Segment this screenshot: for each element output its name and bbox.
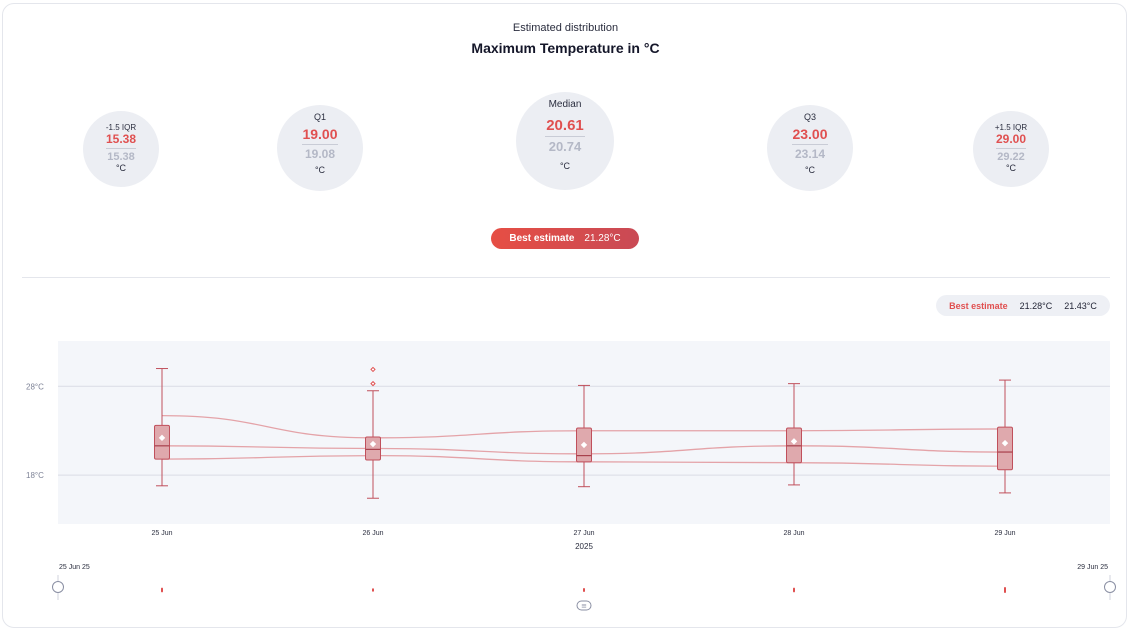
legend-value-b: 21.43°C (1064, 300, 1097, 311)
mean-marker (1001, 439, 1009, 447)
stat-secondary-value: 19.08 (304, 147, 336, 161)
stat-divider (545, 136, 585, 137)
x-tick-label: 25 Jun (151, 530, 172, 537)
stat-secondary-value: 29.22 (997, 151, 1025, 163)
stat-unit: °C (559, 161, 571, 171)
stat-secondary-value: 15.38 (107, 151, 135, 163)
x-tick-label: 27 Jun (573, 530, 594, 537)
outlier-point (370, 380, 376, 387)
stat-primary-value: 15.38 (105, 132, 137, 146)
mean-marker (580, 441, 588, 449)
box-iqr[interactable] (154, 424, 170, 460)
range-start-label: 25 Jun 25 (59, 564, 90, 571)
stat-label: +1.5 IQR (994, 123, 1028, 132)
range-day-mark (793, 587, 795, 593)
range-day-mark (161, 587, 163, 593)
y-tick-label: 28°C (26, 382, 44, 391)
stat-q3: Q3 23.00 23.14 °C (767, 105, 853, 191)
best-estimate-badge: Best estimate 21.28°C (491, 228, 639, 249)
x-tick-label: 29 Jun (994, 530, 1015, 537)
stat-divider (996, 148, 1026, 149)
stat-primary-value: 29.00 (995, 132, 1027, 146)
stat-label: Q1 (313, 112, 326, 122)
stat-median: Median 20.61 20.74 °C (516, 92, 614, 190)
stat-unit: °C (804, 165, 816, 175)
stat-primary-value: 20.61 (546, 117, 584, 134)
range-day-mark (583, 588, 585, 592)
x-tick-label: 28 Jun (783, 530, 804, 537)
best-estimate-value: 21.28°C (584, 233, 621, 244)
stat-lower-whisker: -1.5 IQR 15.38 15.38 °C (83, 111, 159, 187)
stat-unit: °C (314, 165, 326, 175)
stat-primary-value: 19.00 (302, 126, 338, 142)
chart-title: Maximum Temperature in °C (471, 40, 660, 56)
y-tick-label: 18°C (26, 471, 44, 480)
stat-label: -1.5 IQR (105, 123, 137, 132)
legend-value-a: 21.28°C (1019, 300, 1053, 311)
stat-label: Median (548, 99, 582, 110)
drag-handle-icon: ≡ (581, 602, 587, 610)
stat-q1: Q1 19.00 19.08 °C (277, 105, 363, 191)
stat-label: Q3 (803, 112, 816, 122)
mean-marker (158, 434, 166, 442)
section-divider (22, 277, 1110, 278)
x-axis-title: 2025 (575, 542, 593, 551)
stat-secondary-value: 23.14 (794, 147, 826, 161)
range-start-handle[interactable] (52, 581, 64, 593)
stat-unit: °C (1005, 163, 1017, 173)
stat-divider (792, 144, 828, 145)
x-tick-label: 26 Jun (362, 530, 383, 537)
chart-subtitle: Estimated distribution (512, 22, 619, 34)
legend-label: Best estimate (949, 300, 1008, 311)
mean-marker (369, 440, 377, 448)
stat-primary-value: 23.00 (792, 126, 828, 142)
stat-secondary-value: 20.74 (548, 139, 582, 154)
outlier-point (370, 366, 376, 373)
best-estimate-label: Best estimate (509, 233, 575, 244)
stat-divider (106, 148, 136, 149)
stat-upper-whisker: +1.5 IQR 29.00 29.22 °C (973, 111, 1049, 187)
range-end-handle[interactable] (1104, 581, 1116, 593)
mean-marker (790, 438, 798, 445)
range-drag-handle[interactable] (576, 600, 592, 611)
stat-unit: °C (115, 163, 127, 173)
box-iqr[interactable] (997, 426, 1013, 471)
range-end-label: 29 Jun 25 (1077, 564, 1108, 571)
chart-legend: Best estimate 21.28°C 21.43°C (936, 295, 1110, 316)
range-day-mark (1004, 587, 1006, 593)
box-iqr[interactable] (365, 436, 381, 461)
range-day-mark (372, 588, 374, 592)
stat-divider (302, 144, 338, 145)
